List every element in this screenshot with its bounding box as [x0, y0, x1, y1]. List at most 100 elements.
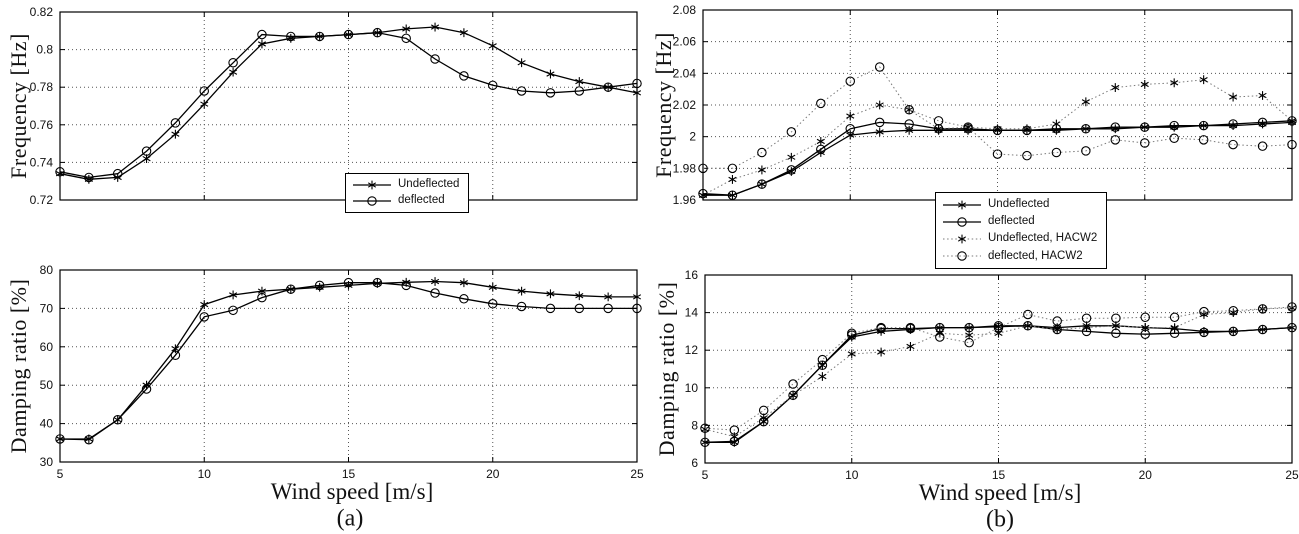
- circle-marker: [1228, 119, 1238, 129]
- circle-marker: [963, 122, 973, 132]
- x-tick-label: 20: [1139, 468, 1153, 482]
- asterisk-marker: [257, 39, 267, 49]
- y-tick-label: 0.8: [36, 43, 53, 57]
- x-tick-labels: 5 10 15 20 25: [702, 468, 1299, 482]
- circle-marker: [845, 76, 855, 87]
- circle-marker: [228, 305, 238, 316]
- circle-marker: [632, 78, 642, 89]
- legend-sample-dotted-asterisk: [943, 234, 981, 244]
- asterisk-marker: [632, 88, 642, 98]
- caption-b: (b): [986, 506, 1014, 533]
- circle-marker: [788, 379, 798, 389]
- circle-marker: [1198, 135, 1209, 145]
- x-tick-label: 25: [1285, 468, 1299, 482]
- circle-marker: [904, 119, 914, 129]
- circle-marker: [874, 117, 885, 128]
- circle-marker: [314, 280, 325, 291]
- asterisk-marker: [877, 347, 886, 357]
- asterisk-marker: [957, 200, 967, 210]
- circle-marker: [1257, 304, 1268, 314]
- series-deflected-hacw2: [700, 302, 1297, 435]
- asterisk-marker: [575, 291, 584, 301]
- asterisk-marker: [171, 344, 180, 354]
- asterisk-marker: [1140, 80, 1149, 89]
- plot-damp_a: 30 40 50 60 70 80 5 10 15 20 25: [40, 263, 644, 481]
- circle-marker: [314, 31, 325, 42]
- circle-marker: [1199, 306, 1209, 317]
- ylabel-frequency-a: Frequency [Hz]: [6, 33, 31, 179]
- circle-marker: [700, 423, 710, 433]
- circle-marker: [1287, 302, 1297, 312]
- series-markers: [698, 75, 1297, 200]
- y-tick-label: 1.98: [673, 161, 697, 175]
- circle-marker: [55, 167, 65, 177]
- circle-marker: [757, 147, 767, 158]
- y-tick-label: 0.76: [30, 118, 54, 132]
- x-tick-label: 20: [486, 467, 500, 481]
- x-tick-labels: 5 10 15 20 25: [57, 467, 644, 481]
- circle-marker: [1081, 313, 1092, 323]
- series-line: [59, 282, 637, 441]
- circle-marker: [1081, 146, 1091, 156]
- circle-marker: [170, 350, 181, 360]
- asterisk-marker: [1053, 325, 1062, 334]
- legend-entry-deflected-hacw2: deflected, HACW2: [942, 250, 1097, 262]
- asterisk-marker: [787, 152, 796, 162]
- circle-marker: [84, 172, 94, 183]
- circle-marker: [286, 31, 296, 42]
- plot-damp_b: 6 8 10 12 14 16 5 10 15 20 25: [685, 268, 1299, 482]
- circle-marker: [1051, 147, 1062, 158]
- asterisk-marker: [875, 127, 884, 137]
- asterisk-marker: [1199, 310, 1209, 319]
- circle-marker: [286, 284, 296, 294]
- circle-marker: [786, 127, 797, 137]
- y-tick-label: 80: [40, 263, 54, 277]
- legend-label: Undeflected: [398, 178, 460, 191]
- circle-marker: [698, 163, 708, 174]
- circle-marker: [727, 163, 738, 174]
- circle-marker: [1257, 141, 1268, 151]
- circle-marker: [1110, 122, 1121, 132]
- circle-marker: [401, 33, 411, 44]
- asterisk-marker: [818, 372, 827, 381]
- asterisk-marker: [517, 286, 526, 296]
- circle-marker: [257, 292, 267, 303]
- y-tick-label: 8: [691, 418, 698, 432]
- asterisk-marker: [488, 282, 497, 292]
- asterisk-marker: [459, 28, 468, 38]
- circle-marker: [1199, 327, 1209, 338]
- asterisk-marker: [171, 129, 180, 139]
- legend-sample-solid-circle: [943, 217, 981, 227]
- circle-marker: [516, 86, 527, 96]
- circle-marker: [874, 62, 885, 72]
- asterisk-marker: [1082, 323, 1091, 333]
- asterisk-marker: [905, 105, 914, 115]
- asterisk-marker: [698, 190, 708, 200]
- circle-marker: [1081, 124, 1091, 134]
- asterisk-marker: [875, 100, 884, 110]
- circle-marker: [1169, 120, 1179, 131]
- series-undeflected-hacw2: [698, 75, 1297, 200]
- asterisk-marker: [846, 130, 855, 140]
- asterisk-marker: [517, 58, 526, 68]
- y-tick-label: 6: [691, 456, 698, 470]
- x-tick-label: 10: [845, 468, 859, 482]
- asterisk-marker: [994, 328, 1003, 338]
- circle-marker: [516, 301, 527, 312]
- y-tick-label: 30: [40, 455, 54, 469]
- circle-marker: [817, 360, 828, 370]
- circle-marker: [1287, 139, 1297, 150]
- circle-marker: [55, 434, 65, 444]
- series-line: [704, 325, 1293, 443]
- circle-marker: [992, 149, 1003, 159]
- legend-entry-undeflected-hacw2: Undeflected, HACW2: [942, 233, 1097, 245]
- circle-marker: [786, 165, 797, 175]
- circle-marker: [1257, 324, 1268, 335]
- x-tick-label: 5: [57, 467, 64, 481]
- y-tick-labels: 30 40 50 60 70 80: [40, 263, 54, 469]
- caption-a: (a): [336, 505, 364, 532]
- asterisk-marker: [730, 432, 739, 442]
- series-line: [702, 79, 1293, 196]
- plot-freq_a: 0.72 0.74 0.76 0.78 0.8 0.82: [30, 5, 642, 207]
- asterisk-marker: [1287, 116, 1297, 126]
